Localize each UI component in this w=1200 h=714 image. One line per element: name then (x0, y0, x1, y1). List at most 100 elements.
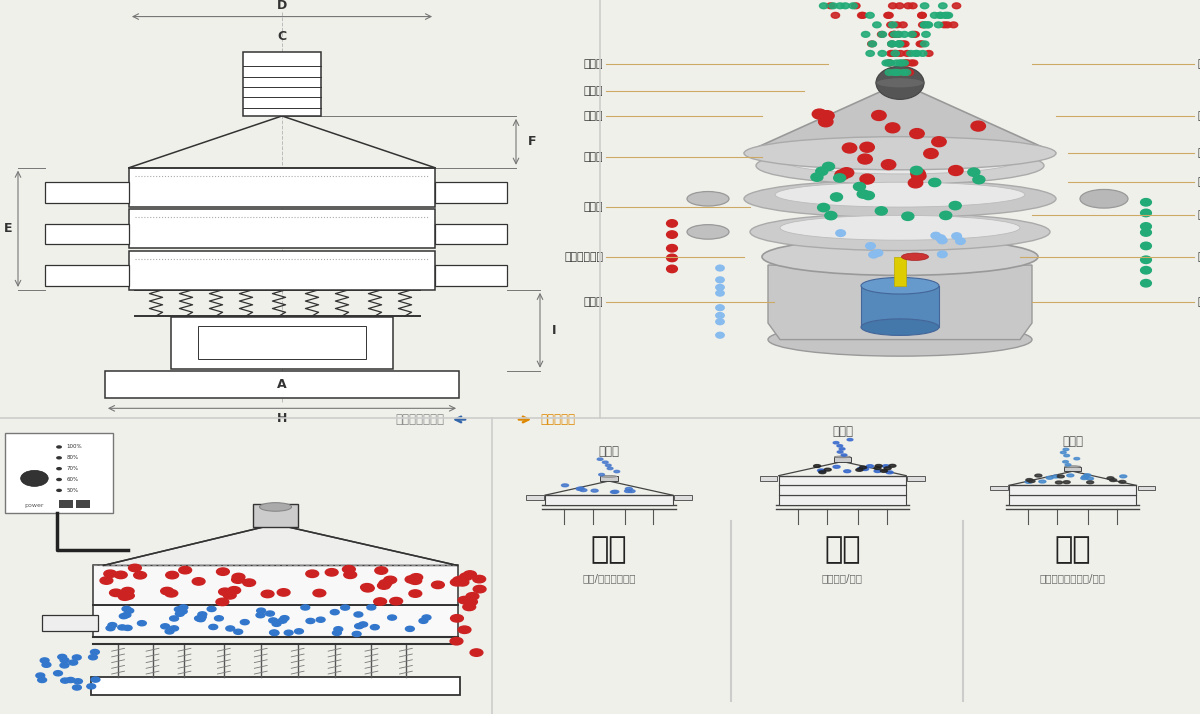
Circle shape (889, 31, 898, 37)
Ellipse shape (834, 456, 851, 458)
Text: 过滤: 过滤 (824, 536, 860, 565)
Circle shape (409, 577, 421, 585)
Circle shape (228, 587, 241, 594)
Circle shape (232, 576, 245, 583)
Circle shape (913, 51, 922, 56)
Circle shape (942, 12, 950, 19)
Circle shape (888, 41, 896, 47)
Bar (1009, 486, 1136, 496)
Circle shape (1046, 476, 1054, 479)
Text: E: E (4, 222, 12, 236)
Circle shape (884, 12, 893, 19)
Circle shape (894, 69, 902, 76)
Circle shape (1087, 481, 1093, 483)
Circle shape (361, 583, 373, 591)
Text: 弹　簧: 弹 簧 (583, 202, 604, 212)
Circle shape (901, 69, 910, 76)
Circle shape (862, 468, 869, 471)
Circle shape (277, 589, 290, 596)
Circle shape (409, 590, 421, 598)
Circle shape (1056, 481, 1062, 484)
Ellipse shape (1064, 466, 1080, 468)
Circle shape (576, 488, 583, 491)
Circle shape (886, 60, 894, 66)
Circle shape (256, 613, 265, 618)
Bar (779, 496, 906, 505)
Circle shape (106, 625, 115, 630)
Circle shape (628, 490, 635, 493)
Circle shape (892, 69, 900, 76)
Circle shape (61, 678, 70, 683)
Text: 机　座: 机 座 (583, 297, 604, 307)
Circle shape (820, 3, 828, 9)
Circle shape (912, 51, 920, 56)
Circle shape (406, 626, 414, 631)
Circle shape (847, 438, 853, 441)
Circle shape (814, 465, 821, 468)
Circle shape (667, 220, 677, 227)
Circle shape (888, 51, 896, 56)
Ellipse shape (1080, 189, 1128, 208)
Circle shape (868, 41, 876, 47)
Circle shape (359, 622, 367, 627)
Circle shape (836, 445, 842, 447)
Circle shape (161, 588, 174, 595)
Circle shape (901, 41, 910, 47)
Circle shape (931, 137, 946, 146)
Circle shape (882, 465, 889, 468)
Circle shape (886, 123, 900, 133)
Text: 上部重锤: 上部重锤 (1198, 177, 1200, 187)
Text: 80%: 80% (66, 456, 78, 461)
Circle shape (829, 3, 838, 9)
Circle shape (1061, 451, 1066, 453)
Circle shape (1025, 481, 1032, 483)
Circle shape (901, 69, 910, 76)
Text: D: D (277, 0, 287, 12)
Circle shape (868, 41, 876, 47)
Text: 外形尺寸示意图: 外形尺寸示意图 (395, 413, 444, 426)
Circle shape (899, 41, 907, 47)
Circle shape (60, 658, 68, 663)
Circle shape (89, 655, 97, 660)
Circle shape (270, 630, 278, 635)
Circle shape (900, 60, 908, 66)
Circle shape (866, 12, 875, 19)
Circle shape (922, 31, 930, 37)
Text: 网　架: 网 架 (1198, 111, 1200, 121)
Circle shape (86, 684, 96, 689)
Circle shape (353, 631, 361, 636)
Circle shape (715, 290, 725, 296)
Circle shape (858, 467, 865, 470)
Circle shape (611, 491, 618, 493)
Circle shape (66, 678, 74, 683)
Circle shape (1110, 478, 1117, 481)
Circle shape (811, 173, 823, 181)
Circle shape (874, 250, 883, 256)
Circle shape (458, 626, 470, 633)
Circle shape (330, 610, 340, 615)
Circle shape (179, 605, 188, 610)
Circle shape (216, 598, 229, 605)
Text: 70%: 70% (66, 466, 78, 471)
Circle shape (929, 178, 941, 186)
Circle shape (852, 3, 860, 9)
Circle shape (904, 3, 912, 9)
Text: 运输固定螺栓: 运输固定螺栓 (564, 252, 604, 262)
Ellipse shape (775, 182, 1025, 207)
Circle shape (91, 677, 100, 682)
Circle shape (37, 678, 47, 683)
Ellipse shape (601, 476, 617, 477)
Text: 双层式: 双层式 (1062, 435, 1084, 448)
Circle shape (209, 625, 217, 630)
Circle shape (1067, 474, 1074, 477)
Circle shape (899, 22, 907, 28)
Circle shape (878, 31, 887, 37)
Circle shape (949, 22, 958, 28)
Circle shape (56, 446, 62, 448)
Circle shape (949, 201, 961, 210)
Circle shape (1120, 475, 1127, 478)
Circle shape (895, 69, 904, 76)
Circle shape (1063, 481, 1070, 483)
Text: 除杂: 除杂 (1055, 536, 1091, 565)
Circle shape (890, 51, 899, 56)
